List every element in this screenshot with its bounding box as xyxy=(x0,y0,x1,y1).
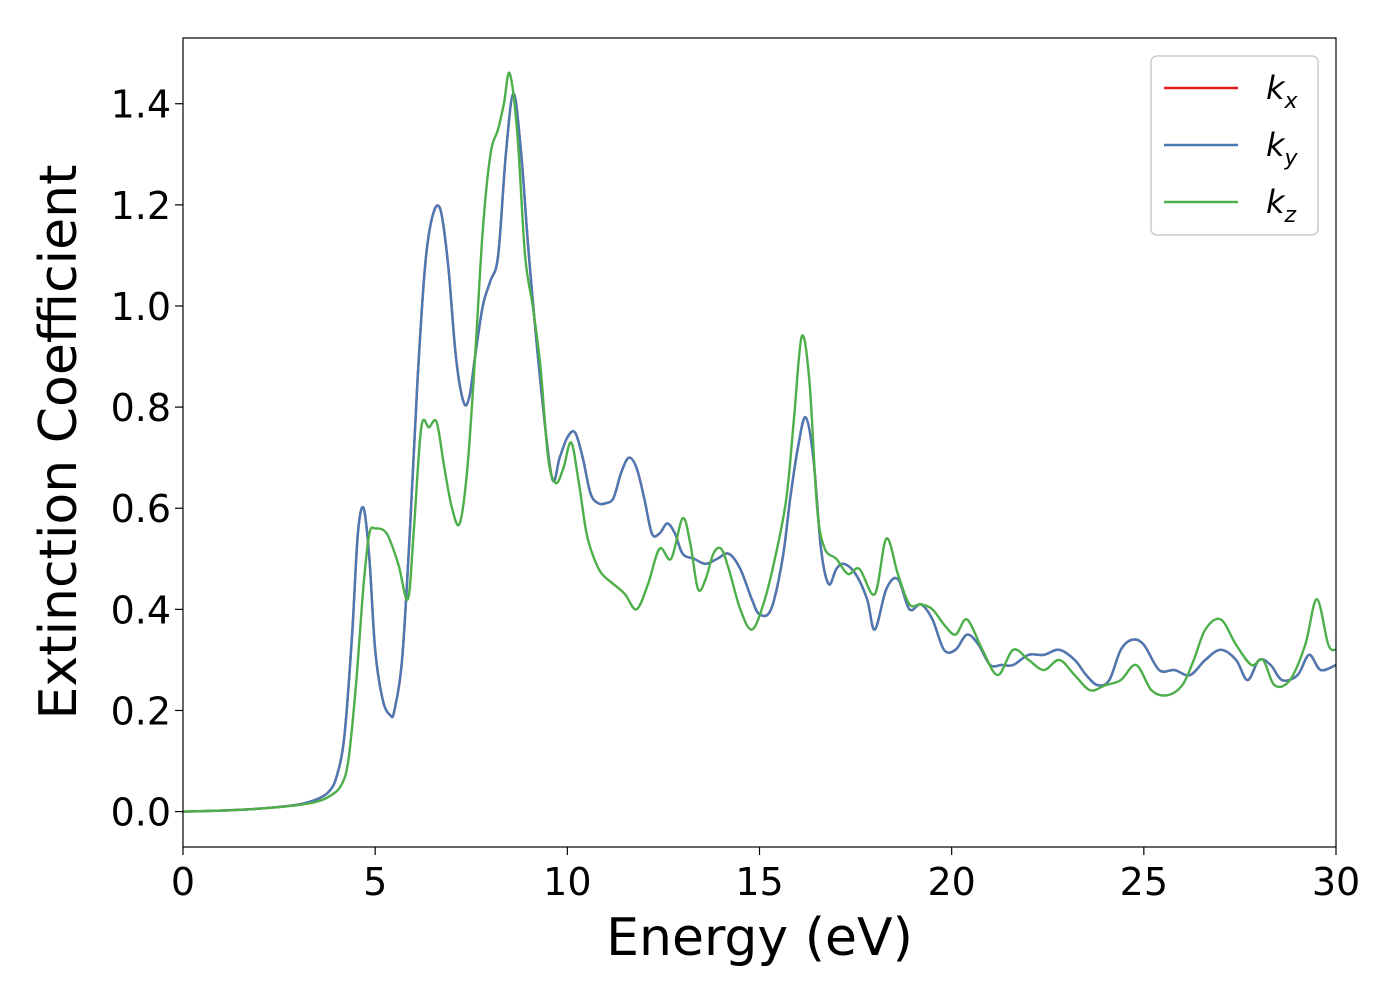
x-tick-label: 15 xyxy=(735,860,783,904)
legend-label-base: k xyxy=(1266,183,1286,221)
series-line-z xyxy=(183,71,1336,813)
legend-label-subscript: z xyxy=(1284,203,1297,228)
y-tick-label: 0.6 xyxy=(111,487,171,531)
x-axis-title: Energy (eV) xyxy=(606,908,913,968)
x-tick-label: 20 xyxy=(927,860,975,904)
x-axis: 0 5 10 15 20 25 30 xyxy=(171,847,1360,904)
y-axis-title: Extinction Coefficient xyxy=(29,165,89,720)
x-tick-label: 10 xyxy=(543,860,591,904)
legend-label-subscript: y xyxy=(1284,146,1299,171)
x-tick-label: 0 xyxy=(171,860,195,904)
y-tick-label: 1.0 xyxy=(111,285,171,329)
legend-label-z: kz xyxy=(1266,183,1297,228)
y-axis: 0.0 0.2 0.4 0.6 0.8 1.0 1.2 1.4 xyxy=(111,83,183,835)
legend-label-subscript: x xyxy=(1284,89,1299,114)
legend-label-base: k xyxy=(1266,69,1286,107)
legend-label-y: ky xyxy=(1266,126,1299,171)
x-tick-label: 5 xyxy=(363,860,387,904)
y-tick-label: 1.2 xyxy=(111,184,171,228)
series-line-y xyxy=(183,92,1336,813)
legend-label-x: kx xyxy=(1266,69,1299,114)
x-tick-label: 25 xyxy=(1120,860,1168,904)
y-tick-label: 0.4 xyxy=(111,588,171,632)
plot-area xyxy=(183,38,1336,847)
y-tick-label: 0.8 xyxy=(111,386,171,430)
legend-label-base: k xyxy=(1266,126,1286,164)
series-layer xyxy=(183,71,1336,813)
y-tick-label: 0.2 xyxy=(111,689,171,733)
x-tick-label: 30 xyxy=(1312,860,1360,904)
y-tick-label: 0.0 xyxy=(111,791,171,835)
y-tick-label: 1.4 xyxy=(111,83,171,127)
